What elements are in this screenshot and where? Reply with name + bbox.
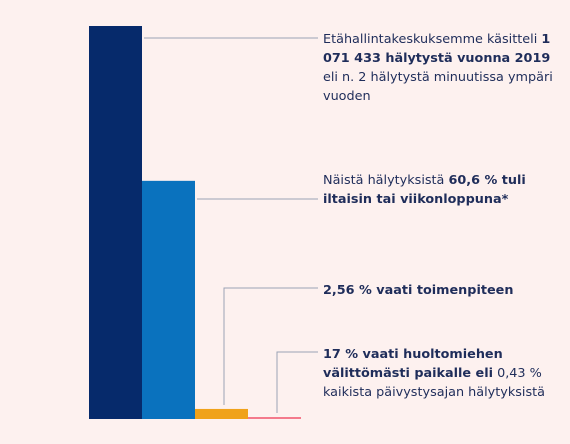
- annotation-onsite-required: 17 % vaati huoltomiehen välittömästi pai…: [323, 347, 545, 400]
- bar-4: [248, 417, 301, 419]
- leader-lines: [144, 37, 318, 413]
- annotation-action-required: 2,56 % vaati toimenpiteen: [323, 283, 514, 298]
- bar-2: [142, 180, 195, 419]
- annotation-total-alarms: Etähallintakeskuksemme käsitteli 1 071 4…: [323, 32, 553, 104]
- annotation-evening-weekend: Näistä hälytyksistä 60,6 % tuli iltaisin…: [323, 173, 526, 207]
- bars: [89, 26, 301, 419]
- bar-1: [89, 26, 142, 419]
- leader-line-4: [276, 351, 318, 413]
- bar-3: [195, 408, 248, 419]
- leader-line-3: [223, 287, 318, 405]
